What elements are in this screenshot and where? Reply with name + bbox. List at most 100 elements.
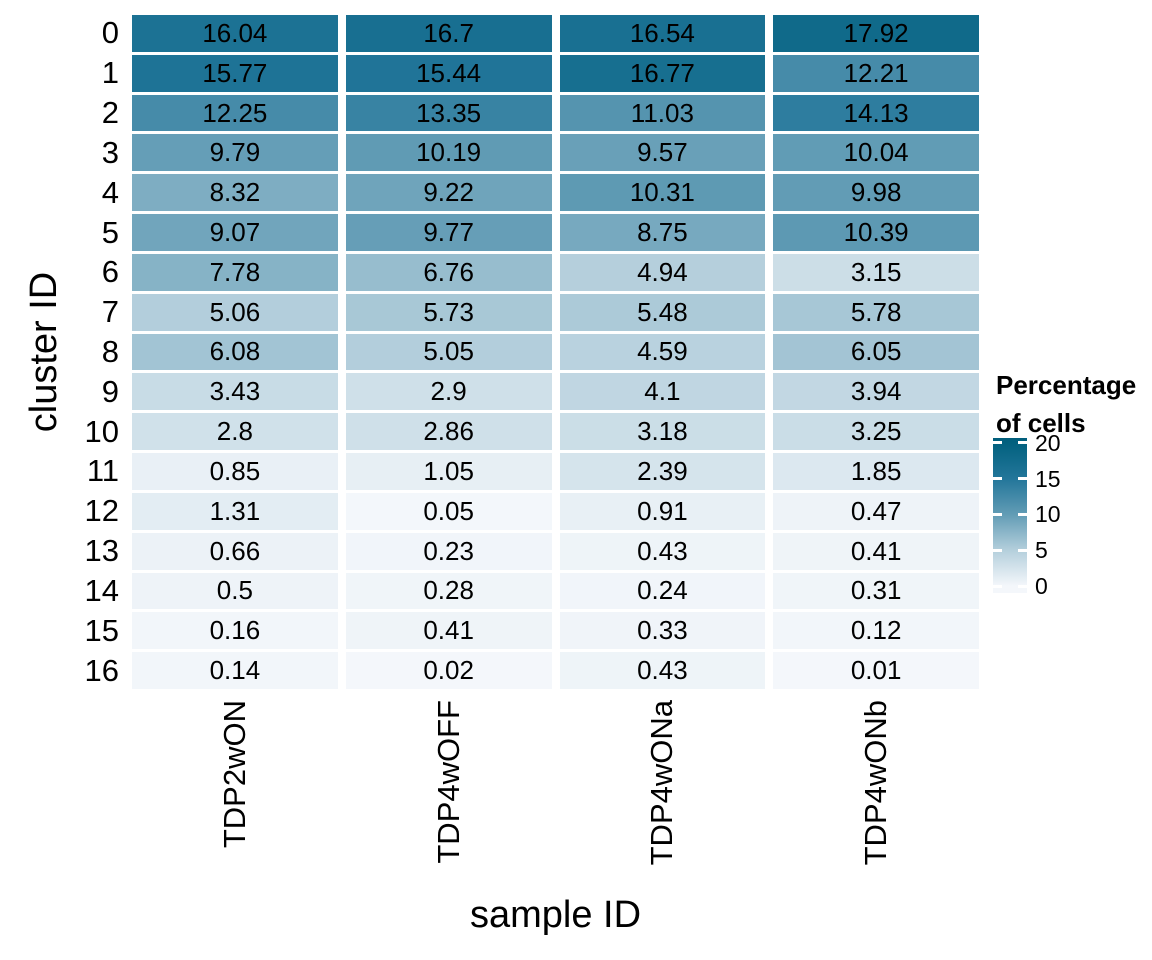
x-tick-label: TDP4wONb [858, 700, 894, 866]
legend-tick-mark [993, 477, 1002, 481]
heatmap-cell: 9.57 [559, 134, 766, 172]
heatmap-cell: 9.22 [345, 174, 552, 212]
y-tick-label: 13 [84, 533, 119, 569]
legend-tick-mark [993, 512, 1002, 516]
heatmap-cell: 0.05 [345, 492, 552, 530]
heatmap-cell: 12.21 [773, 54, 979, 92]
heatmap-cell: 0.85 [132, 453, 338, 490]
heatmap-cell: 12.25 [132, 94, 338, 132]
legend-title-line2: of cells [996, 408, 1086, 438]
heatmap-cell: 10.19 [345, 134, 552, 172]
y-axis-title: cluster ID [23, 271, 65, 433]
heatmap-cell: 2.8 [132, 413, 338, 451]
heatmap-cell: 5.06 [132, 293, 338, 331]
legend-tick-mark [993, 548, 1002, 552]
heatmap-cell: 0.23 [345, 532, 552, 570]
heatmap-cell: 9.07 [132, 214, 338, 251]
heatmap-cell: 5.78 [773, 293, 979, 331]
y-tick-label: 7 [101, 294, 119, 330]
heatmap-cell: 0.12 [773, 612, 979, 650]
heatmap-cell: 16.54 [559, 15, 766, 52]
y-tick-label: 16 [84, 652, 119, 688]
legend-title-line1: Percentage [996, 370, 1137, 400]
y-tick-label: 4 [101, 174, 119, 210]
heatmap-cell: 7.78 [132, 253, 338, 291]
legend-tick-mark [993, 441, 1002, 445]
legend-title: Percentage of cells [996, 366, 1136, 442]
heatmap-cell: 11.03 [559, 94, 766, 132]
heatmap-cell: 0.14 [132, 652, 338, 689]
heatmap-cell: 0.16 [132, 612, 338, 650]
heatmap-cell: 0.33 [559, 612, 766, 650]
y-tick-label: 14 [84, 572, 119, 608]
heatmap-cell: 10.39 [773, 214, 979, 251]
heatmap-cell: 15.77 [132, 54, 338, 92]
heatmap-cell: 4.59 [559, 333, 766, 371]
heatmap-cell: 3.94 [773, 373, 979, 411]
heatmap-cell: 0.91 [559, 492, 766, 530]
legend-tick-mark [1018, 584, 1027, 588]
heatmap-cell: 4.94 [559, 253, 766, 291]
heatmap-cell: 10.31 [559, 174, 766, 212]
y-tick-label: 1 [101, 55, 119, 91]
legend-tick-label: 5 [1035, 537, 1048, 564]
heatmap-cell: 5.73 [345, 293, 552, 331]
heatmap-cell: 0.24 [559, 572, 766, 610]
legend-tick-label: 10 [1035, 501, 1061, 528]
legend-tick-mark [1018, 441, 1027, 445]
heatmap-cell: 16.7 [345, 15, 552, 52]
heatmap-cell: 3.43 [132, 373, 338, 411]
heatmap-cell: 1.85 [773, 453, 979, 490]
heatmap-cell: 5.48 [559, 293, 766, 331]
y-tick-label: 11 [86, 453, 119, 489]
heatmap-cell: 2.9 [345, 373, 552, 411]
x-tick-label: TDP4wONa [644, 700, 680, 866]
heatmap-cell: 8.75 [559, 214, 766, 251]
heatmap-cell: 0.31 [773, 572, 979, 610]
legend-tick-label: 0 [1035, 573, 1048, 600]
x-axis-title: sample ID [469, 894, 642, 936]
heatmap-cell: 0.43 [559, 652, 766, 689]
heatmap-cell: 0.41 [773, 532, 979, 570]
y-tick-label: 2 [101, 95, 119, 131]
y-tick-label: 15 [84, 612, 119, 648]
heatmap-cell: 9.77 [345, 214, 552, 251]
heatmap-cell: 1.31 [132, 492, 338, 530]
heatmap-cell: 15.44 [345, 54, 552, 92]
heatmap-cell: 3.15 [773, 253, 979, 291]
x-tick-label: TDP2wON [216, 700, 252, 849]
heatmap-cell: 6.76 [345, 253, 552, 291]
heatmap-cell: 2.86 [345, 413, 552, 451]
heatmap-cell: 0.41 [345, 612, 552, 650]
heatmap-cell: 9.98 [773, 174, 979, 212]
heatmap-cell: 4.1 [559, 373, 766, 411]
heatmap-grid: 16.04 16.7 16.54 17.92 15.77 15.44 16.77 12.21 1… [132, 15, 979, 689]
heatmap-cell: 0.02 [345, 652, 552, 689]
y-tick-label: 9 [101, 373, 119, 409]
legend-tick-label: 15 [1035, 465, 1061, 492]
heatmap-cell: 0.43 [559, 532, 766, 570]
heatmap-cell: 17.92 [773, 15, 979, 52]
legend-tick-mark [1018, 477, 1027, 481]
heatmap-cell: 13.35 [345, 94, 552, 132]
y-tick-label: 0 [101, 15, 119, 51]
heatmap-cell: 0.66 [132, 532, 338, 570]
heatmap-cell: 3.25 [773, 413, 979, 451]
x-tick-label: TDP4wOFF [430, 700, 466, 864]
legend-tick-mark [1018, 548, 1027, 552]
heatmap-cell: 10.04 [773, 134, 979, 172]
legend-tick-label: 20 [1035, 429, 1061, 456]
heatmap-cell: 9.79 [132, 134, 338, 172]
heatmap-cell: 3.18 [559, 413, 766, 451]
y-tick-label: 12 [84, 493, 119, 529]
heatmap-cell: 5.05 [345, 333, 552, 371]
heatmap-cell: 0.28 [345, 572, 552, 610]
heatmap-cell: 1.05 [345, 453, 552, 490]
y-tick-label: 10 [84, 413, 119, 449]
y-tick-label: 8 [101, 333, 119, 369]
heatmap-cell: 16.04 [132, 15, 338, 52]
heatmap-cell: 0.5 [132, 572, 338, 610]
legend-tick-mark [993, 584, 1002, 588]
heatmap-cell: 0.01 [773, 652, 979, 689]
